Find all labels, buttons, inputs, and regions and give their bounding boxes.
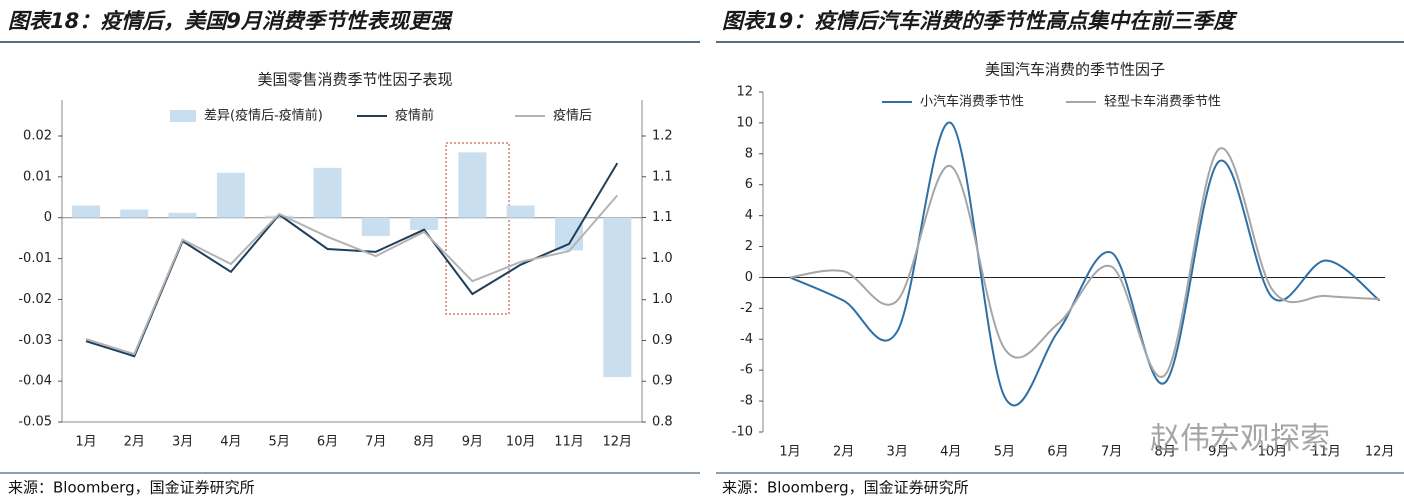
x-tick-label: 9月 [1208, 445, 1229, 460]
x-tick-label: 3月 [887, 445, 908, 460]
bar [410, 217, 439, 230]
x-tick-label: 10月 [1258, 445, 1288, 460]
y-tick-label: -0.04 [18, 374, 52, 389]
y-tick-label: 4 [745, 208, 753, 223]
y2-tick-label: 1.0 [652, 292, 673, 307]
x-tick-label: 4月 [220, 435, 241, 450]
y-tick-label: 0.01 [23, 169, 52, 184]
highlight-box [445, 142, 510, 315]
series-line [85, 162, 619, 358]
header: 图表19：疫情后汽车消费的季节性高点集中在前三季度 [722, 9, 1238, 33]
y-tick-label: -0.03 [18, 333, 52, 348]
y-tick-label: 0 [745, 270, 753, 285]
x-tick-label: 8月 [413, 435, 434, 450]
source: 来源：Bloomberg，国金证券研究所 [8, 479, 255, 497]
y2-tick-label: 1.1 [652, 169, 673, 184]
bar [313, 167, 342, 218]
y-tick-label: 8 [745, 146, 753, 161]
x-tick-label: 2月 [124, 435, 145, 450]
y2-tick-label: 1.0 [652, 251, 673, 266]
x-tick-label: 1月 [75, 435, 96, 450]
x-tick-label: 2月 [833, 445, 854, 460]
bar [216, 172, 245, 218]
y2-tick-label: 0.9 [652, 333, 673, 348]
x-tick-label: 4月 [940, 445, 961, 460]
y-tick-label: 10 [736, 115, 753, 130]
y-tick-label: -0.05 [18, 415, 52, 430]
bar [555, 217, 583, 251]
bar [458, 152, 487, 218]
x-tick-label: 12月 [1365, 445, 1395, 460]
x-tick-label: 3月 [172, 435, 193, 450]
y2-tick-label: 1.1 [652, 210, 673, 225]
y-tick-label: 0.02 [23, 129, 52, 144]
x-tick-label: 6月 [317, 435, 338, 450]
y-tick-label: -2 [740, 301, 753, 316]
y-tick-label: -0.01 [18, 251, 52, 266]
bar [72, 205, 100, 218]
chart-title: 美国汽车消费的季节性因子 [985, 61, 1165, 79]
legend-label: 疫情后 [553, 108, 592, 124]
x-tick-label: 1月 [779, 445, 800, 460]
x-tick-label: 7月 [1101, 445, 1122, 460]
series-line [85, 194, 619, 356]
y-tick-label: -0.02 [18, 292, 52, 307]
x-tick-label: 11月 [1311, 445, 1341, 460]
bar [120, 209, 149, 218]
y-tick-label: 2 [745, 239, 753, 254]
y-tick-label: 12 [736, 85, 753, 100]
bar [361, 217, 390, 237]
x-tick-label: 11月 [554, 435, 584, 450]
series-line [789, 121, 1381, 407]
chart-title: 美国零售消费季节性因子表现 [257, 71, 452, 89]
bar [265, 215, 294, 218]
bar [603, 217, 632, 378]
y2-tick-label: 0.9 [652, 374, 673, 389]
x-tick-label: 7月 [365, 435, 386, 450]
x-tick-label: 12月 [603, 435, 633, 450]
legend-swatch [170, 110, 196, 122]
bar [168, 212, 197, 218]
y-tick-label: -8 [740, 394, 753, 409]
y2-tick-label: 1.2 [652, 129, 673, 144]
y2-tick-label: 0.8 [652, 415, 673, 430]
y-tick-label: -10 [732, 425, 753, 440]
x-tick-label: 6月 [1047, 445, 1068, 460]
header: 图表18：疫情后，美国9月消费季节性表现更强 [8, 9, 454, 33]
legend-label: 差异(疫情后-疫情前) [204, 108, 323, 124]
y-tick-label: -6 [740, 363, 753, 378]
legend-label: 疫情前 [395, 108, 434, 124]
legend-label: 轻型卡车消费季节性 [1104, 94, 1221, 110]
series-line [789, 147, 1380, 378]
y-tick-label: 0 [44, 210, 52, 225]
x-tick-label: 10月 [506, 435, 536, 450]
x-tick-label: 8月 [1155, 445, 1176, 460]
y-tick-label: 6 [745, 177, 753, 192]
watermark: 赵伟宏观探索 [1150, 422, 1330, 457]
y-tick-label: -4 [740, 332, 753, 347]
x-tick-label: 5月 [269, 435, 290, 450]
bar [506, 205, 535, 218]
legend-label: 小汽车消费季节性 [920, 94, 1024, 110]
x-tick-label: 9月 [462, 435, 483, 450]
x-tick-label: 5月 [994, 445, 1015, 460]
source: 来源：Bloomberg，国金证券研究所 [722, 479, 969, 497]
